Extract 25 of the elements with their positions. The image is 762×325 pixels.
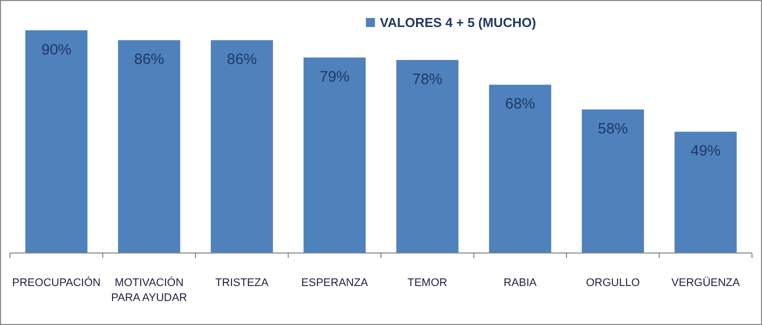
- bar: [304, 57, 366, 253]
- x-tick-label: ESPERANZA: [301, 277, 369, 289]
- x-tick-label: RABIA: [504, 277, 538, 289]
- legend-label: VALORES 4 + 5 (MUCHO): [380, 15, 536, 30]
- x-tick-label: MOTIVACIÓN PARA AYUDAR: [111, 276, 188, 304]
- bar: [396, 60, 458, 253]
- x-tick-label: VERGÜENZA: [671, 276, 741, 289]
- data-label: 86%: [226, 51, 257, 68]
- bar: [210, 40, 273, 253]
- x-tick-label: TEMOR: [408, 277, 448, 289]
- data-label: 90%: [41, 41, 72, 58]
- bar: [674, 132, 737, 253]
- bar: [118, 40, 180, 253]
- x-tick-label: PREOCUPACIÓN: [12, 276, 101, 289]
- bar: [582, 109, 644, 253]
- data-label: 86%: [134, 51, 164, 68]
- data-label: 49%: [690, 142, 721, 160]
- x-tick-label: ORGULLO: [586, 277, 640, 289]
- data-label: 68%: [505, 96, 536, 113]
- data-label: 78%: [412, 70, 442, 88]
- bar: [489, 84, 552, 253]
- data-label: 58%: [598, 120, 628, 138]
- x-tick-label: TRISTEZA: [215, 277, 270, 289]
- bar: [25, 30, 88, 253]
- data-label: 79%: [320, 68, 350, 86]
